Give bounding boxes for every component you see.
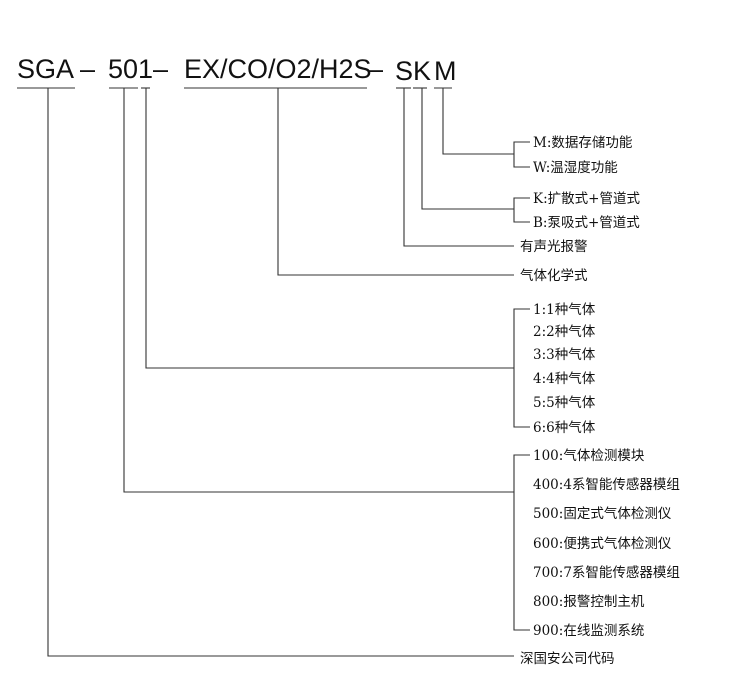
label-series: 600:便携式气体检测仪 bbox=[533, 536, 672, 552]
labels: M:数据存储功能 W:温湿度功能 K:扩散式+管道式 B:泵吸式+管道式 有声光… bbox=[520, 135, 680, 667]
label-series: 500:固定式气体检测仪 bbox=[533, 506, 672, 522]
label-series: 400:4系智能传感器模组 bbox=[533, 476, 680, 493]
label-series: 700:7系智能传感器模组 bbox=[533, 564, 680, 581]
label-series: 100:气体检测模块 bbox=[533, 448, 645, 464]
model-code: SGA – 501 – EX/CO/O2/H2S – SK M bbox=[17, 54, 457, 86]
code-m: M bbox=[434, 56, 457, 86]
label-gas-count: 6:6种气体 bbox=[533, 420, 596, 436]
connector-lines bbox=[47, 88, 530, 657]
code-sk: SK bbox=[395, 56, 431, 86]
label-gas-count: 2:2种气体 bbox=[533, 324, 596, 340]
label-b-pump: B:泵吸式+管道式 bbox=[533, 215, 640, 231]
code-sga: SGA bbox=[17, 54, 74, 84]
label-k-diffusion: K:扩散式+管道式 bbox=[533, 191, 640, 207]
label-company-code: 深国安公司代码 bbox=[520, 651, 615, 667]
separator: – bbox=[368, 54, 383, 84]
code-501: 501 bbox=[108, 54, 153, 84]
label-m-storage: M:数据存储功能 bbox=[533, 135, 632, 151]
label-gas-count: 4:4种气体 bbox=[533, 371, 596, 387]
code-gas: EX/CO/O2/H2S bbox=[184, 54, 372, 84]
label-gas-count: 5:5种气体 bbox=[533, 395, 596, 411]
separator: – bbox=[80, 54, 95, 84]
label-gas-count: 1:1种气体 bbox=[533, 302, 596, 318]
label-w-humidity: W:温湿度功能 bbox=[533, 160, 618, 176]
label-series: 800:报警控制主机 bbox=[533, 594, 645, 610]
label-alarm: 有声光报警 bbox=[520, 239, 588, 255]
label-gas-count: 3:3种气体 bbox=[533, 347, 596, 363]
label-series: 900:在线监测系统 bbox=[533, 623, 644, 639]
label-gas-formula: 气体化学式 bbox=[520, 268, 588, 284]
separator: – bbox=[153, 54, 168, 84]
